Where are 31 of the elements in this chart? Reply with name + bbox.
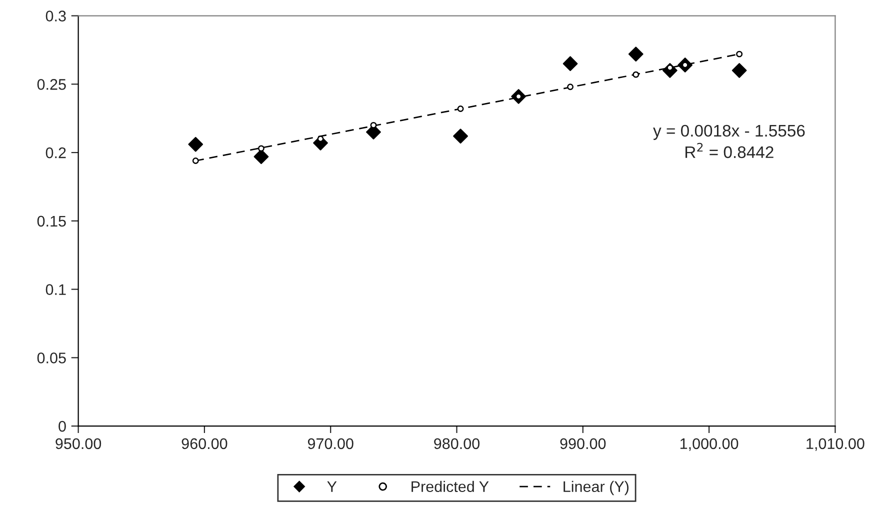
- x-tick-label: 950.00: [56, 438, 102, 450]
- x-tick-label: 1,000.00: [680, 438, 738, 451]
- point: [632, 71, 640, 78]
- point: [192, 158, 199, 164]
- x-tick-label: 980.00: [434, 438, 480, 450]
- annotation: y = 0.0018x - 1.5556 R$^{2}$ = 0.8442: [653, 124, 805, 158]
- y-tick-label: 0: [58, 420, 66, 432]
- point: [188, 136, 204, 152]
- point: [370, 122, 377, 128]
- legend-label: Linear (Y): [564, 480, 629, 496]
- y-tick-label: 0.25: [37, 79, 66, 90]
- x-tick-label: 970.00: [308, 438, 354, 450]
- point: [736, 50, 743, 58]
- x-tick-label: 960.00: [182, 438, 228, 450]
- legend-label: Predicted Y: [412, 480, 489, 492]
- y-tick-label: 0.1: [46, 284, 66, 295]
- point: [567, 84, 574, 90]
- point: [732, 63, 747, 78]
- point: [562, 56, 578, 72]
- y-tick-label: 0.3: [46, 10, 66, 22]
- legend-label: Y: [327, 481, 337, 492]
- x-tick-label: 1,010.00: [806, 438, 864, 451]
- point: [258, 145, 264, 152]
- point: [453, 128, 468, 144]
- point: [628, 46, 644, 62]
- y-tick-label: 0.15: [37, 216, 66, 227]
- y-tick-label: 0.2: [46, 147, 66, 158]
- point: [254, 149, 269, 164]
- y-tick-label: 0.05: [37, 352, 66, 364]
- point: [457, 106, 464, 112]
- x-tick-label: 990.00: [560, 438, 606, 450]
